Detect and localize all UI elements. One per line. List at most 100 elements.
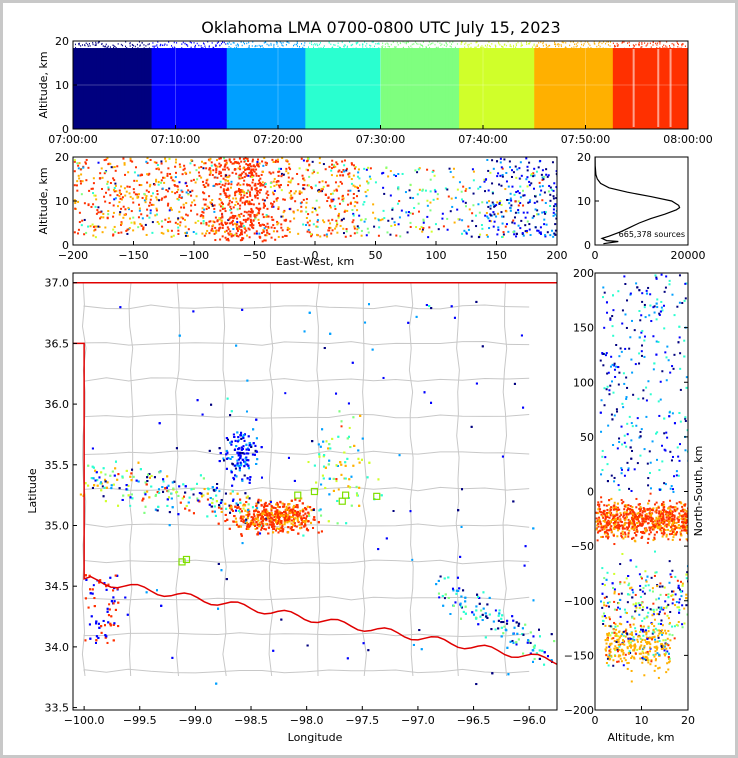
source-point — [149, 198, 152, 201]
source-point — [85, 158, 88, 161]
source-point — [337, 185, 340, 188]
source-point — [180, 189, 183, 192]
source-point — [263, 157, 266, 160]
county-line — [83, 559, 530, 565]
source-point — [173, 46, 175, 49]
source-point — [156, 198, 159, 201]
source-point — [148, 476, 151, 479]
figure: Oklahoma LMA 0700-0800 UTC July 15, 2023… — [3, 3, 735, 755]
source-point — [352, 416, 355, 419]
source-point — [518, 177, 521, 180]
source-point — [538, 628, 541, 631]
source-point — [234, 191, 237, 194]
source-point — [193, 199, 196, 202]
source-point — [408, 189, 411, 192]
source-point — [525, 49, 527, 51]
source-point — [276, 509, 279, 512]
source-point — [245, 211, 248, 214]
source-point — [145, 160, 148, 163]
time-bin — [667, 48, 672, 129]
source-point — [177, 198, 180, 201]
source-point — [528, 47, 530, 50]
source-point — [239, 239, 242, 242]
source-point — [521, 627, 524, 630]
source-point — [288, 520, 291, 523]
source-point — [179, 224, 182, 227]
source-point — [330, 200, 333, 203]
time-bin — [127, 48, 132, 129]
source-point — [427, 236, 430, 239]
source-point — [267, 227, 270, 230]
y-tick-label: 20 — [55, 35, 69, 48]
source-point — [496, 201, 499, 204]
source-point — [132, 229, 135, 232]
source-point — [472, 204, 475, 207]
source-point — [252, 203, 255, 206]
source-point — [384, 43, 386, 45]
source-point — [350, 182, 353, 185]
source-point — [304, 517, 307, 520]
time-bin — [636, 48, 641, 129]
source-point — [244, 172, 247, 175]
source-point — [264, 514, 267, 517]
source-point — [598, 47, 600, 50]
source-point — [140, 184, 143, 187]
source-point — [314, 42, 316, 45]
source-point — [465, 232, 468, 235]
source-point — [164, 43, 166, 45]
source-point — [364, 41, 366, 43]
source-point — [634, 49, 636, 51]
source-point — [179, 48, 181, 51]
source-point — [446, 228, 449, 231]
data-gap — [669, 49, 672, 127]
source-point — [258, 235, 261, 238]
source-point — [353, 205, 356, 208]
source-point — [523, 564, 526, 567]
source-point — [259, 184, 262, 187]
source-point — [443, 44, 445, 47]
source-point — [258, 191, 261, 194]
time-bin — [332, 48, 337, 129]
source-point — [325, 440, 328, 443]
time-bin — [418, 48, 423, 129]
county-line — [222, 282, 227, 677]
source-point — [249, 193, 252, 196]
source-point — [482, 591, 485, 594]
source-point — [536, 213, 539, 216]
source-point — [160, 198, 163, 201]
source-point — [252, 41, 254, 43]
source-point — [240, 193, 243, 196]
source-point — [202, 183, 205, 186]
source-point — [288, 163, 291, 166]
source-point — [273, 525, 276, 528]
source-point — [413, 206, 416, 209]
source-point — [157, 183, 160, 186]
source-point — [124, 208, 127, 211]
source-point — [500, 621, 503, 624]
source-point — [472, 48, 474, 50]
source-point — [432, 169, 435, 172]
source-point — [178, 485, 181, 488]
source-point — [223, 207, 226, 210]
source-point — [624, 48, 626, 51]
source-point — [291, 519, 294, 522]
source-point — [501, 173, 504, 176]
source-point — [552, 235, 555, 238]
source-point — [260, 528, 263, 531]
source-point — [536, 229, 539, 232]
source-point — [542, 45, 544, 47]
source-point — [262, 170, 265, 173]
source-point — [390, 43, 392, 46]
source-point — [95, 225, 98, 228]
source-point — [435, 583, 438, 586]
source-point — [400, 209, 403, 212]
source-point — [577, 41, 579, 44]
time-bin — [588, 48, 593, 129]
source-point — [366, 227, 369, 230]
source-point — [227, 219, 230, 222]
source-point — [386, 42, 388, 44]
source-point — [331, 159, 334, 162]
source-point — [614, 44, 616, 47]
source-point — [187, 193, 190, 196]
source-point — [527, 201, 530, 204]
